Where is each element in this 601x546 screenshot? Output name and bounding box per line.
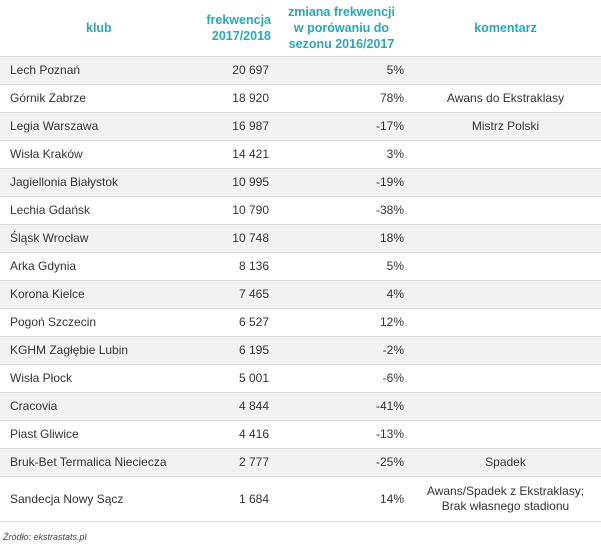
change-cell: -25% bbox=[273, 448, 410, 477]
attendance-cell: 6 195 bbox=[190, 336, 273, 365]
attendance-cell: 10 790 bbox=[190, 196, 273, 225]
table-row: Wisła Kraków 14 421 3% bbox=[0, 140, 601, 169]
comment-cell bbox=[410, 224, 601, 253]
club-cell: Cracovia bbox=[0, 392, 190, 421]
table-row: KGHM Zagłębie Lubin 6 195 -2% bbox=[0, 336, 601, 365]
comment-cell bbox=[410, 420, 601, 449]
club-cell: Jagiellonia Białystok bbox=[0, 168, 190, 197]
attendance-cell: 20 697 bbox=[190, 56, 273, 85]
table-row: Piast Gliwice 4 416 -13% bbox=[0, 420, 601, 449]
comment-cell bbox=[410, 196, 601, 225]
attendance-cell: 4 844 bbox=[190, 392, 273, 421]
change-cell: -41% bbox=[273, 392, 410, 421]
table-row: Bruk-Bet Termalica Nieciecza 2 777 -25% … bbox=[0, 448, 601, 477]
table-header-row: klub frekwencja 2017/2018 zmiana frekwen… bbox=[0, 0, 601, 57]
table-row: Sandecja Nowy Sącz 1 684 14% Awans/Spade… bbox=[0, 476, 601, 522]
change-cell: 18% bbox=[273, 224, 410, 253]
comment-cell bbox=[410, 140, 601, 169]
table-row: Lech Poznań 20 697 5% bbox=[0, 56, 601, 85]
club-cell: Legia Warszawa bbox=[0, 112, 190, 141]
change-cell: 4% bbox=[273, 280, 410, 309]
header-change-line1: zmiana frekwencji bbox=[288, 5, 395, 19]
club-cell: Lechia Gdańsk bbox=[0, 196, 190, 225]
header-comment: komentarz bbox=[474, 21, 537, 35]
attendance-cell: 18 920 bbox=[190, 84, 273, 113]
change-cell: -38% bbox=[273, 196, 410, 225]
change-cell: -19% bbox=[273, 168, 410, 197]
change-cell: -13% bbox=[273, 420, 410, 449]
table-row: Wisła Płock 5 001 -6% bbox=[0, 364, 601, 393]
club-cell: Arka Gdynia bbox=[0, 252, 190, 281]
table-row: Cracovia 4 844 -41% bbox=[0, 392, 601, 421]
table-row: Górnik Zabrze 18 920 78% Awans do Ekstra… bbox=[0, 84, 601, 113]
change-cell: 3% bbox=[273, 140, 410, 169]
attendance-cell: 14 421 bbox=[190, 140, 273, 169]
table-row: Legia Warszawa 16 987 -17% Mistrz Polski bbox=[0, 112, 601, 141]
header-change-line3: sezonu 2016/2017 bbox=[288, 37, 395, 51]
table-row: Lechia Gdańsk 10 790 -38% bbox=[0, 196, 601, 225]
attendance-cell: 7 465 bbox=[190, 280, 273, 309]
change-cell: 12% bbox=[273, 308, 410, 337]
attendance-cell: 1 684 bbox=[190, 476, 273, 522]
table-row: Korona Kielce 7 465 4% bbox=[0, 280, 601, 309]
club-cell: KGHM Zagłębie Lubin bbox=[0, 336, 190, 365]
comment-cell bbox=[410, 308, 601, 337]
attendance-cell: 6 527 bbox=[190, 308, 273, 337]
comment-cell: Awans do Ekstraklasy bbox=[410, 84, 601, 113]
club-cell: Wisła Kraków bbox=[0, 140, 190, 169]
table-row: Śląsk Wrocław 10 748 18% bbox=[0, 224, 601, 253]
club-cell: Sandecja Nowy Sącz bbox=[0, 476, 190, 522]
table-row: Arka Gdynia 8 136 5% bbox=[0, 252, 601, 281]
header-attendance-line1: frekwencja bbox=[206, 13, 271, 27]
header-change-line2: w porówaniu do bbox=[293, 21, 390, 35]
header-change: zmiana frekwencji w porówaniu do sezonu … bbox=[273, 0, 410, 57]
change-cell: -6% bbox=[273, 364, 410, 393]
change-cell: 5% bbox=[273, 56, 410, 85]
club-cell: Bruk-Bet Termalica Nieciecza bbox=[0, 448, 190, 477]
club-cell: Śląsk Wrocław bbox=[0, 224, 190, 253]
table-row: Jagiellonia Białystok 10 995 -19% bbox=[0, 168, 601, 197]
comment-cell: Mistrz Polski bbox=[410, 112, 601, 141]
comment-line1: Awans/Spadek z Ekstraklasy; bbox=[426, 484, 585, 498]
attendance-cell: 5 001 bbox=[190, 364, 273, 393]
attendance-cell: 2 777 bbox=[190, 448, 273, 477]
club-cell: Górnik Zabrze bbox=[0, 84, 190, 113]
attendance-cell: 10 995 bbox=[190, 168, 273, 197]
club-cell: Lech Poznań bbox=[0, 56, 190, 85]
header-attendance-line2: 2017/2018 bbox=[211, 29, 271, 43]
change-cell: 14% bbox=[273, 476, 410, 522]
attendance-cell: 16 987 bbox=[190, 112, 273, 141]
comment-cell bbox=[410, 392, 601, 421]
comment-cell bbox=[410, 56, 601, 85]
change-cell: -17% bbox=[273, 112, 410, 141]
comment-cell bbox=[410, 336, 601, 365]
table-row: Pogoń Szczecin 6 527 12% bbox=[0, 308, 601, 337]
attendance-cell: 4 416 bbox=[190, 420, 273, 449]
club-cell: Korona Kielce bbox=[0, 280, 190, 309]
header-attendance: frekwencja 2017/2018 bbox=[190, 0, 273, 57]
attendance-cell: 8 136 bbox=[190, 252, 273, 281]
comment-line2: Brak własnego stadionu bbox=[441, 499, 570, 513]
change-cell: 5% bbox=[273, 252, 410, 281]
source-note: Źródło: ekstrastats.pl bbox=[3, 532, 87, 542]
header-club: klub bbox=[86, 21, 112, 35]
club-cell: Piast Gliwice bbox=[0, 420, 190, 449]
club-cell: Pogoń Szczecin bbox=[0, 308, 190, 337]
attendance-table: klub frekwencja 2017/2018 zmiana frekwen… bbox=[0, 0, 601, 522]
change-cell: -2% bbox=[273, 336, 410, 365]
comment-cell: Awans/Spadek z Ekstraklasy; Brak własneg… bbox=[410, 476, 601, 522]
attendance-cell: 10 748 bbox=[190, 224, 273, 253]
comment-cell bbox=[410, 364, 601, 393]
change-cell: 78% bbox=[273, 84, 410, 113]
comment-cell bbox=[410, 168, 601, 197]
club-cell: Wisła Płock bbox=[0, 364, 190, 393]
comment-cell: Spadek bbox=[410, 448, 601, 477]
comment-cell bbox=[410, 280, 601, 309]
comment-cell bbox=[410, 252, 601, 281]
